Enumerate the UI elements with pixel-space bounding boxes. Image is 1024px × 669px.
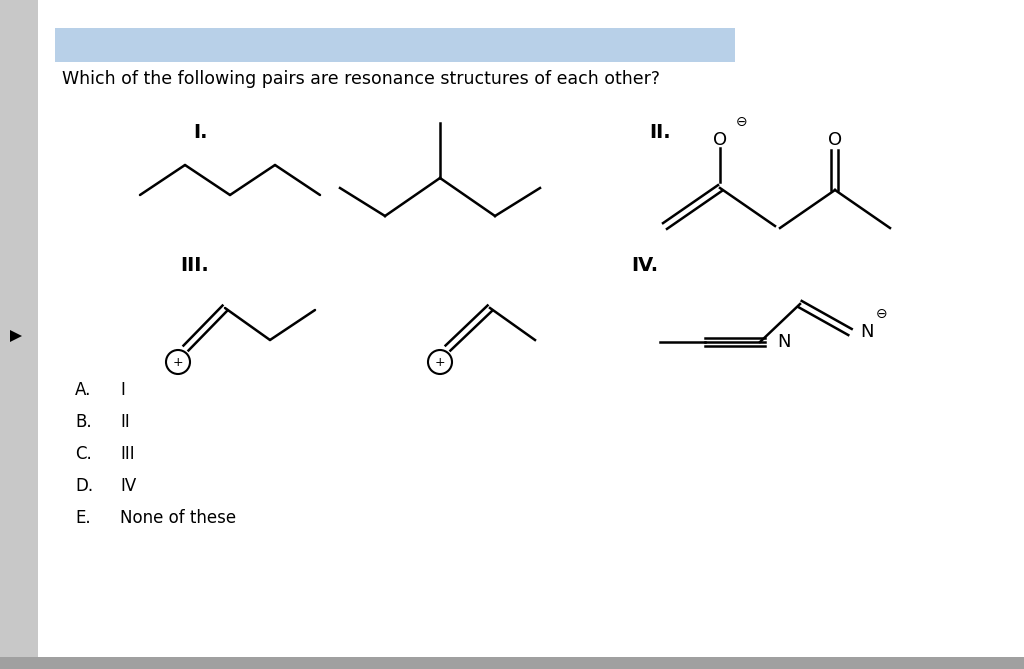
Text: II: II: [120, 413, 130, 431]
Text: Which of the following pairs are resonance structures of each other?: Which of the following pairs are resonan…: [62, 70, 660, 88]
Text: N: N: [860, 323, 873, 341]
Text: +: +: [173, 355, 183, 369]
Text: I: I: [120, 381, 125, 399]
Bar: [55, 28, 735, 62]
Text: IV: IV: [120, 477, 136, 495]
Text: O: O: [828, 131, 842, 149]
Text: A.: A.: [75, 381, 91, 399]
Text: ⊖: ⊖: [877, 307, 888, 321]
Text: N: N: [777, 333, 791, 351]
Text: III.: III.: [180, 256, 209, 274]
Polygon shape: [10, 330, 22, 342]
Text: II.: II.: [649, 122, 671, 142]
Text: +: +: [434, 355, 445, 369]
Text: D.: D.: [75, 477, 93, 495]
Text: I.: I.: [193, 122, 207, 142]
Text: None of these: None of these: [120, 509, 237, 527]
Text: IV.: IV.: [632, 256, 658, 274]
Text: E.: E.: [75, 509, 91, 527]
Text: III: III: [120, 445, 134, 463]
Text: O: O: [713, 131, 727, 149]
Bar: [0, 0, 38, 669]
Text: C.: C.: [75, 445, 92, 463]
Bar: [0, 657, 1024, 669]
Text: ⊖: ⊖: [736, 115, 748, 129]
Text: B.: B.: [75, 413, 91, 431]
